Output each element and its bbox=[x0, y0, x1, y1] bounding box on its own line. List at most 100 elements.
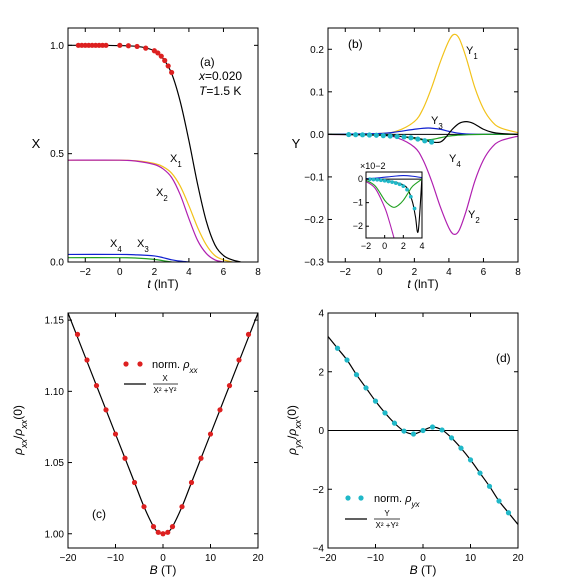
inset-x-tick-label: 0 bbox=[382, 241, 387, 251]
label-X2: X2 bbox=[156, 187, 168, 203]
x-tick-label: 4 bbox=[186, 267, 192, 278]
data-point bbox=[169, 69, 175, 76]
x-tick-label: 2 bbox=[152, 267, 158, 278]
legend-fraction-num: Y bbox=[384, 509, 390, 518]
panel-b: −2 0 2 4 6 8 −0.3 −0.2 −0.1 0.0 0.1 0.2 t (lnT) Y (b) Y… bbox=[292, 27, 521, 291]
data-point bbox=[143, 45, 149, 51]
x-tick-label: 8 bbox=[255, 267, 261, 278]
data-point bbox=[422, 138, 428, 144]
inset-point bbox=[382, 178, 387, 183]
y-axis-label: X bbox=[32, 136, 41, 151]
y-tick-label: 1.05 bbox=[45, 458, 65, 469]
panel-c: −20 −10 0 10 20 1.00 1.05 1.10 1.15 B (T) ρxx/ρxx(… bbox=[11, 312, 264, 577]
legend-point-marker bbox=[123, 361, 129, 367]
data-point bbox=[103, 407, 109, 413]
inset-point bbox=[386, 179, 391, 184]
inset-y-tick-label: −2 bbox=[353, 221, 363, 231]
data-point bbox=[496, 498, 502, 504]
x-tick-label: 6 bbox=[481, 267, 487, 278]
data-point bbox=[131, 479, 138, 486]
label-X1: X1 bbox=[170, 153, 182, 169]
y-tick-label: −0.3 bbox=[304, 258, 324, 269]
panel-label: (a) bbox=[200, 55, 215, 69]
data-point bbox=[236, 357, 242, 363]
data-point bbox=[125, 43, 132, 49]
legend-fraction-num: X bbox=[162, 374, 168, 383]
data-point bbox=[353, 372, 360, 378]
data-point bbox=[141, 504, 147, 510]
label-X3: X3 bbox=[137, 238, 149, 254]
data-point bbox=[188, 479, 195, 486]
x-tick-label: 0 bbox=[160, 553, 166, 564]
inset-point bbox=[375, 177, 380, 182]
data-point bbox=[391, 420, 398, 426]
data-point bbox=[429, 424, 436, 430]
inset-series-Y3 bbox=[366, 174, 422, 180]
data-point bbox=[155, 529, 161, 535]
inset-plot bbox=[366, 174, 422, 238]
data-point bbox=[245, 331, 252, 337]
inset-point bbox=[401, 184, 406, 189]
series-X3 bbox=[68, 253, 189, 262]
y-tick-label: 0.0 bbox=[310, 130, 324, 141]
inset-x-tick-label: −2 bbox=[361, 241, 371, 251]
data-point bbox=[112, 431, 119, 437]
data-point bbox=[505, 510, 512, 516]
data-point bbox=[408, 135, 414, 141]
y-axis-label: ρxx/ρxx(0) bbox=[11, 405, 29, 456]
panel-label: (c) bbox=[92, 507, 106, 521]
series-X2 bbox=[68, 159, 224, 262]
y-axis-label: Y bbox=[292, 136, 301, 151]
data-point bbox=[344, 357, 350, 363]
data-point bbox=[401, 134, 407, 140]
inset-point bbox=[371, 177, 376, 182]
data-point bbox=[346, 131, 352, 138]
data-point bbox=[155, 50, 161, 56]
data-point bbox=[122, 455, 128, 461]
x-tick-label: 2 bbox=[412, 267, 418, 278]
data-point bbox=[387, 133, 393, 139]
inset-point bbox=[379, 178, 383, 183]
x-tick-label: 0 bbox=[377, 267, 383, 278]
inset: −2 0 2 4 −2 −1 0 ×10−2 bbox=[353, 161, 425, 251]
panel-label: (d) bbox=[496, 351, 511, 365]
legend-points-label: norm. ρyx bbox=[374, 493, 421, 509]
data-point bbox=[93, 383, 100, 389]
x-tick-label: 0 bbox=[420, 553, 426, 564]
x-tick-label: 10 bbox=[205, 553, 217, 564]
series-X1 bbox=[68, 159, 233, 262]
y-tick-label: 0 bbox=[318, 426, 324, 437]
y-tick-label: 0.1 bbox=[310, 87, 324, 98]
plot-area bbox=[328, 336, 518, 525]
series-Y2 bbox=[328, 133, 518, 236]
data-point bbox=[394, 133, 400, 140]
y-tick-label: 4 bbox=[318, 309, 324, 320]
data-point bbox=[467, 457, 474, 463]
data-point bbox=[158, 53, 164, 59]
y-tick-label: −4 bbox=[313, 544, 325, 555]
data-point bbox=[165, 529, 171, 535]
plot-area bbox=[68, 42, 241, 262]
x-axis-label: t (lnT) bbox=[407, 277, 438, 291]
inset-point bbox=[405, 187, 409, 192]
inset-y-tick-label: −1 bbox=[353, 198, 363, 208]
inset-series-Y2 bbox=[366, 180, 395, 238]
inset-point bbox=[393, 181, 398, 185]
y-tick-label: 1.10 bbox=[45, 387, 65, 398]
x-tick-label: 0 bbox=[117, 267, 123, 278]
legend-points-label: norm. ρxx bbox=[152, 359, 199, 375]
inset-point bbox=[390, 180, 395, 185]
y-tick-label: 1.00 bbox=[45, 529, 65, 540]
x-tick-label: 6 bbox=[221, 267, 227, 278]
data-point bbox=[420, 427, 426, 434]
label-Y1: Y1 bbox=[466, 45, 478, 61]
legend-point-marker bbox=[358, 495, 364, 501]
legend-fraction-den: X² +Y² bbox=[376, 521, 399, 530]
data-point bbox=[477, 470, 483, 476]
data-point bbox=[134, 43, 140, 50]
inset-frame bbox=[365, 171, 423, 239]
data-point bbox=[207, 431, 214, 437]
data-point bbox=[380, 133, 386, 139]
data-point bbox=[150, 524, 157, 530]
